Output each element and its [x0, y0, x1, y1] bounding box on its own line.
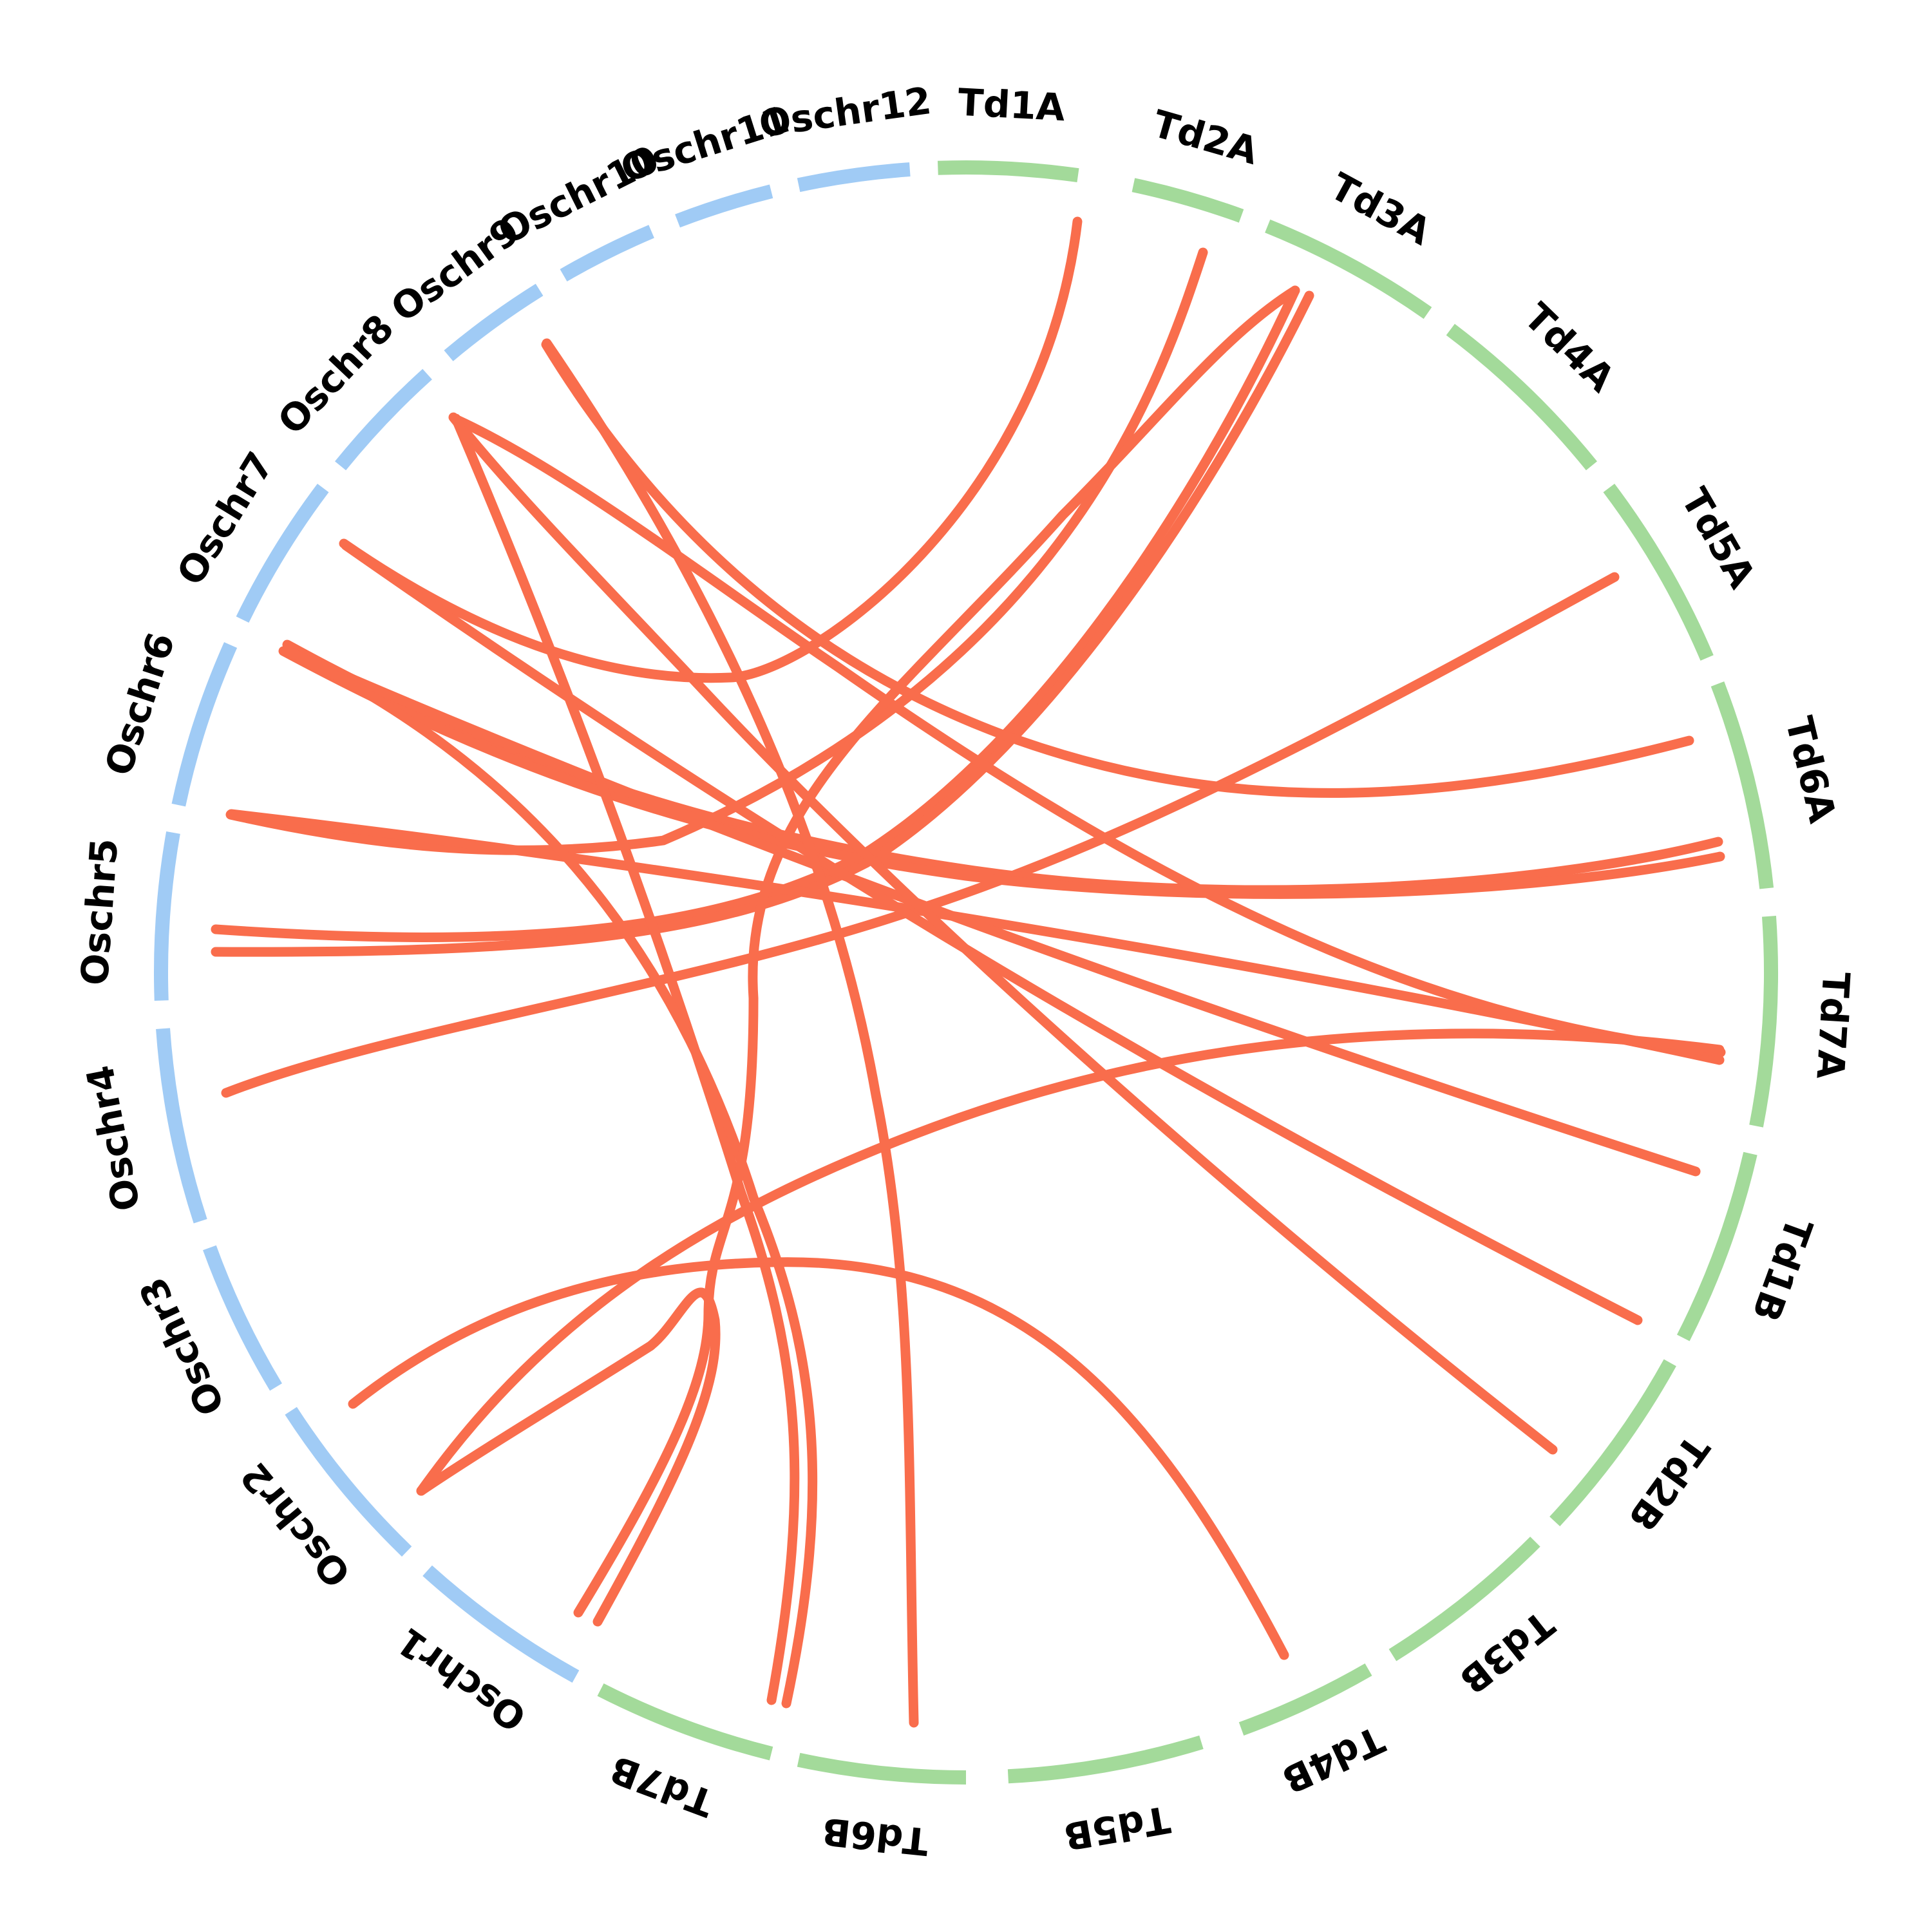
chromosome-label-td4b: Td4B: [1276, 1718, 1391, 1803]
chromosome-label-td6a: Td6A: [1777, 712, 1844, 827]
chromosome-labels: Td1A Td2A Td3A Td4A Td5A Td6A Td7A Td1B Td2B Td3B…: [73, 79, 1859, 1864]
chromosome-label-oschr5: Oschr5: [73, 837, 127, 987]
chromosome-label-oschr4: Oschr4: [78, 1062, 149, 1215]
chromosome-label-td1b: Td1B: [1743, 1212, 1821, 1327]
synteny-link: [282, 639, 1723, 895]
chromosome-arc-td7b: [597, 1683, 773, 1761]
chromosome-arc-td5b: [1007, 1735, 1204, 1784]
chromosome-arc-td3a: [1265, 219, 1432, 319]
chromosome-label-td2b: Td2B: [1620, 1427, 1718, 1539]
chromosome-label-td2a: Td2A: [1148, 102, 1263, 173]
chromosome-label-td5a: Td5A: [1672, 481, 1764, 596]
synteny-link: [573, 285, 1300, 1618]
chromosome-label-td5b: Td5B: [1061, 1797, 1173, 1859]
chromosome-label-td4a: Td4A: [1516, 294, 1624, 401]
chromosome-arc-oschr5: [154, 831, 180, 1001]
synteny-link: [339, 216, 1083, 683]
chromosome-arc-td1b: [1676, 1151, 1757, 1341]
synteny-link: [542, 338, 919, 1728]
chromosome-arc-oschr8: [335, 368, 432, 471]
synteny-link: [278, 646, 1725, 899]
synteny-link: [348, 1257, 1289, 1660]
chromosome-arc-td6a: [1710, 681, 1774, 889]
chromosome-arc-oschr12: [797, 162, 911, 193]
chromosome-arc-oschr6: [171, 642, 238, 807]
chromosome-arc-oschr10: [560, 225, 654, 281]
chromosome-arc-oschr11: [675, 184, 773, 228]
chromosome-arc-td7a: [1749, 916, 1778, 1128]
chromosome-arc-td3b: [1388, 1537, 1540, 1662]
chromosome-label-td7a: Td7A: [1808, 971, 1858, 1080]
synteny-link: [541, 339, 1694, 798]
chromosome-arc-oschr4: [156, 1028, 207, 1224]
chromosome-arc-td4a: [1446, 323, 1597, 471]
chromosome-arc-td4b: [1238, 1663, 1372, 1736]
chromosome-arc-oschr9: [444, 283, 544, 361]
chromosome-label-oschr6: Oschr6: [96, 627, 183, 781]
chromosome-arc-oschr3: [203, 1245, 282, 1391]
chromosome-arc-td6b: [797, 1752, 967, 1785]
chromosome-label-oschr12: Oschr12: [756, 79, 934, 146]
chromosome-arc-td2b: [1549, 1359, 1676, 1527]
synteny-link: [451, 413, 800, 1705]
chromosome-arc-oschr7: [236, 484, 329, 623]
synteny-link: [416, 1028, 1725, 1496]
chromosome-arc-td1a: [937, 160, 1079, 183]
chromosome-label-td6b: Td6B: [820, 1809, 931, 1864]
synteny-link: [448, 412, 1558, 1455]
chromosome-label-td3b: Td3B: [1452, 1602, 1562, 1702]
synteny-link: [283, 646, 1701, 1177]
synteny-link: [416, 1287, 721, 1627]
synteny-link: [452, 415, 1726, 1057]
links-layer: [211, 216, 1726, 1728]
chromosome-arc-oschr2: [285, 1406, 412, 1557]
chromosome-arc-td2a: [1132, 178, 1244, 223]
chromosome-label-td3a: Td3A: [1323, 164, 1438, 254]
chromosome-arc-oschr1: [422, 1565, 580, 1683]
chromosome-label-td1a: Td1A: [957, 80, 1066, 130]
chromosome-label-oschr3: Oschr3: [131, 1271, 234, 1422]
chromosome-arc-td5a: [1603, 484, 1714, 661]
chromosome-label-td7b: Td7B: [604, 1747, 719, 1826]
chromosome-ring: [154, 160, 1778, 1785]
